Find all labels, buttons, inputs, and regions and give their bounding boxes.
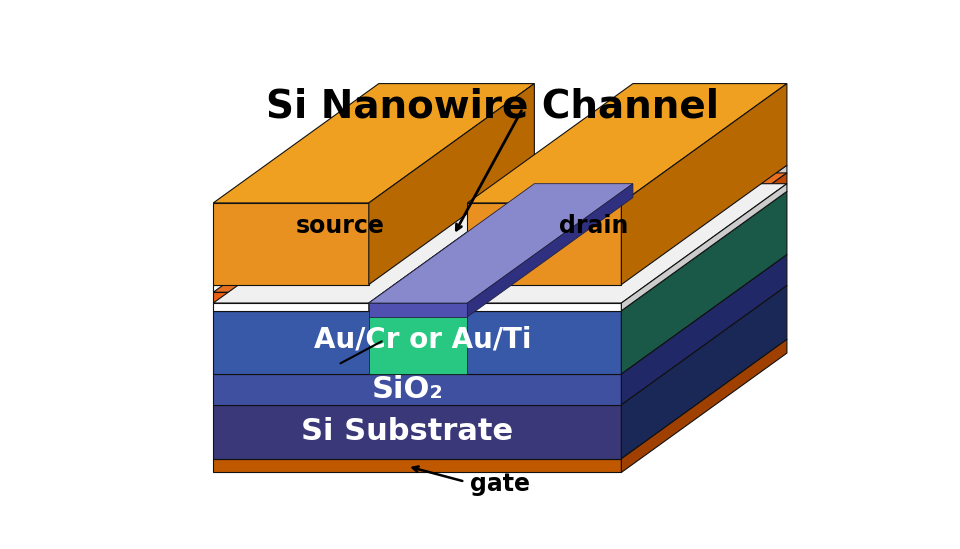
Polygon shape [621, 192, 787, 374]
Polygon shape [213, 284, 369, 292]
Polygon shape [213, 374, 621, 405]
Polygon shape [369, 184, 535, 311]
Text: source: source [296, 214, 385, 238]
Polygon shape [621, 285, 787, 458]
Polygon shape [213, 458, 621, 473]
Polygon shape [213, 165, 535, 284]
Polygon shape [468, 83, 787, 203]
Text: gate: gate [469, 472, 530, 496]
Polygon shape [468, 173, 787, 292]
Polygon shape [468, 184, 787, 303]
Polygon shape [213, 405, 621, 458]
Polygon shape [213, 192, 535, 311]
Polygon shape [468, 184, 633, 317]
Polygon shape [369, 303, 468, 317]
Polygon shape [213, 184, 535, 303]
Polygon shape [621, 339, 787, 473]
Polygon shape [621, 255, 787, 405]
Polygon shape [369, 173, 535, 303]
Text: Si Substrate: Si Substrate [301, 417, 514, 446]
Polygon shape [213, 255, 787, 374]
Polygon shape [213, 203, 369, 284]
Text: Si Nanowire Channel: Si Nanowire Channel [266, 87, 718, 125]
Text: Au/Cr or Au/Ti: Au/Cr or Au/Ti [314, 325, 532, 353]
Polygon shape [213, 292, 369, 303]
Polygon shape [213, 339, 787, 458]
Polygon shape [213, 311, 621, 374]
Polygon shape [369, 165, 535, 292]
Polygon shape [468, 192, 787, 311]
Polygon shape [621, 173, 787, 303]
Polygon shape [369, 83, 535, 284]
Polygon shape [213, 173, 535, 292]
Polygon shape [369, 184, 633, 303]
Polygon shape [621, 184, 787, 311]
Polygon shape [621, 165, 787, 292]
Polygon shape [213, 83, 535, 203]
Polygon shape [468, 303, 621, 311]
Polygon shape [468, 284, 621, 292]
Polygon shape [213, 285, 787, 405]
Polygon shape [621, 83, 787, 284]
Polygon shape [468, 165, 787, 284]
Polygon shape [468, 292, 621, 303]
Polygon shape [213, 303, 369, 311]
Text: drain: drain [559, 214, 629, 238]
Polygon shape [213, 192, 787, 311]
Text: SiO₂: SiO₂ [372, 375, 444, 404]
Polygon shape [369, 311, 468, 374]
Polygon shape [369, 192, 633, 311]
Polygon shape [468, 203, 621, 284]
